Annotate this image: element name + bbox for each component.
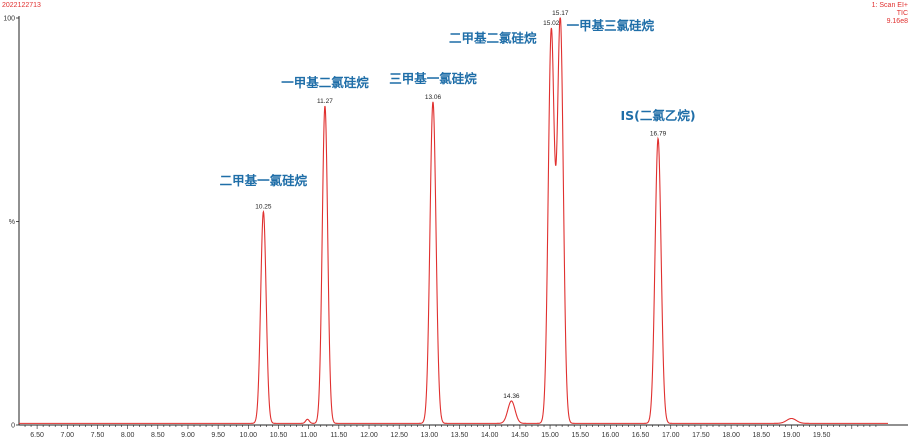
- x-tick-label: 19.00: [783, 432, 801, 439]
- x-tick-label: 7.00: [60, 432, 74, 439]
- x-tick-label: 7.50: [91, 432, 105, 439]
- peak-rt-label: 14.36: [503, 393, 520, 400]
- sample-id-label: 2022122713: [2, 2, 41, 9]
- compound-annotation: IS(二氯乙烷): [621, 108, 696, 123]
- x-tick-label: 15.50: [571, 432, 589, 439]
- x-tick-label: 12.50: [390, 432, 408, 439]
- x-tick-label: 9.00: [181, 432, 195, 439]
- labels-layer: 10.25 11.27 13.06 14.36 15.02 15.17 16.79 二甲基一氯…: [220, 10, 696, 400]
- x-tick-label: 6.50: [30, 432, 44, 439]
- compound-annotation: 三甲基一氯硅烷: [389, 71, 477, 86]
- peak-rt-label: 11.27: [317, 98, 333, 105]
- x-tick-label: 15.00: [541, 432, 559, 439]
- peak-rt-label: 10.25: [255, 204, 272, 211]
- peak-rt-label: 16.79: [650, 130, 667, 137]
- compound-annotation: 二甲基一氯硅烷: [220, 173, 308, 188]
- x-tick-label: 9.50: [211, 432, 225, 439]
- trace-layer: [19, 17, 888, 424]
- x-tick-label: 18.50: [753, 432, 771, 439]
- compound-annotation: 一甲基三氯硅烷: [567, 18, 655, 33]
- x-tick-label: 14.50: [511, 432, 529, 439]
- compound-annotation: 一甲基二氯硅烷: [281, 75, 369, 90]
- x-tick-label: 16.50: [632, 432, 650, 439]
- x-tick-label: 18.00: [722, 432, 740, 439]
- compound-annotation: 二甲基二氯硅烷: [449, 30, 537, 45]
- x-tick-label: 10.00: [240, 432, 258, 439]
- axes: 100% 0 6.50 7.00 7.50 8.00 8.50 9.00 9.50 10.00 10…: [3, 16, 908, 439]
- trace-label: TIC: [897, 10, 908, 17]
- tic-trace: [19, 17, 888, 424]
- x-tick-label: 10.50: [270, 432, 288, 439]
- peak-rt-label: 15.17: [552, 10, 569, 17]
- x-tick-label: 11.50: [330, 432, 347, 439]
- x-tick-label: 8.00: [121, 432, 135, 439]
- x-tick-label: 16.00: [602, 432, 620, 439]
- peak-rt-label: 15.02: [543, 20, 560, 27]
- y-tick-label: 0: [11, 423, 15, 430]
- x-tick-label: 17.50: [692, 432, 710, 439]
- scan-mode-label: 1: Scan EI+: [872, 2, 908, 9]
- x-tick-label: 17.00: [662, 432, 680, 439]
- x-tick-label: 12.00: [360, 432, 378, 439]
- intensity-label: 9.16e8: [887, 18, 909, 25]
- y-tick-label: %: [9, 219, 15, 226]
- x-tick-label: 14.00: [481, 432, 499, 439]
- x-tick-label: 19.50: [813, 432, 831, 439]
- x-tick-label: 11.00: [300, 432, 317, 439]
- y-tick-label: 100: [3, 16, 15, 23]
- x-tick-label: 13.50: [451, 432, 469, 439]
- peak-rt-label: 13.06: [425, 94, 442, 101]
- x-tick-label: 13.00: [421, 432, 439, 439]
- x-tick-label: 8.50: [151, 432, 165, 439]
